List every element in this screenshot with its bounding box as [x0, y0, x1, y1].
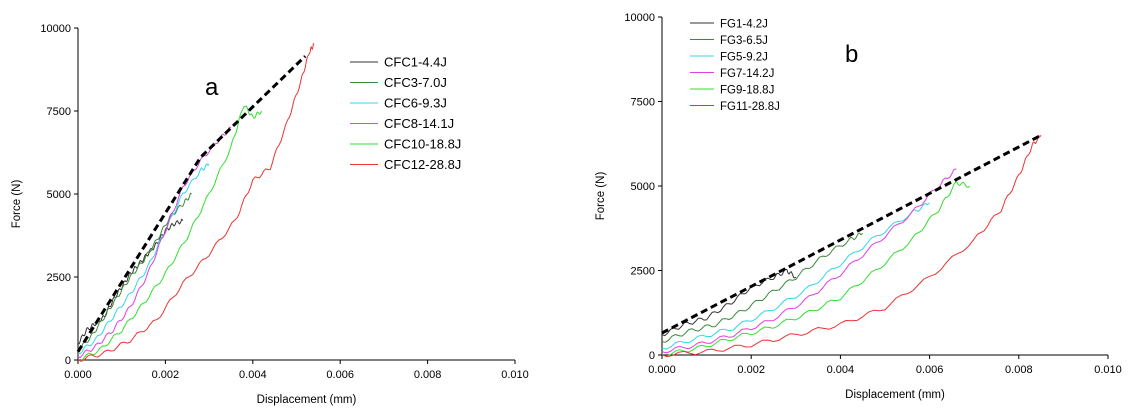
series-line-fg9-18-8j	[661, 180, 971, 357]
y-tick-label: 10000	[40, 23, 71, 35]
y-axis-title: Force (N)	[595, 172, 607, 221]
legend-label: FG5-9.2J	[720, 52, 768, 64]
legend: CFC1-4.4J CFC3-7.0J CFC6-9.3J CFC8-14.1J CFC…	[350, 55, 461, 172]
y-tick-label: 0	[65, 355, 71, 367]
series-line-fg11-28-8j	[661, 134, 1042, 358]
y-tick-label: 0	[649, 350, 655, 362]
chart-panel-a: 0 2500 5000 7500 10000 0.000 0.002 0.004 0.006 0.…	[11, 23, 529, 406]
x-axis-title: Displacement (mm)	[845, 389, 945, 401]
y-tick-label: 2500	[47, 272, 71, 284]
y-tick-label: 10000	[624, 12, 655, 24]
series-line-fg3-6-5j	[661, 232, 864, 343]
fit-line	[661, 133, 1042, 335]
legend-label: CFC6-9.3J	[384, 96, 447, 111]
y-tick-label: 7500	[47, 106, 71, 118]
y-tick-label: 5000	[631, 181, 655, 193]
legend-label: CFC3-7.0J	[384, 75, 447, 90]
x-tick-label: 0.006	[916, 364, 944, 376]
legend-label: CFC12-28.8J	[384, 157, 461, 172]
legend-label: FG11-28.8J	[720, 101, 780, 113]
x-tick-label: 0.000	[64, 369, 92, 381]
x-tick-label: 0.008	[1005, 364, 1033, 376]
series-line-fg7-14-2j	[661, 168, 957, 354]
series-line-fg1-4-2j	[661, 268, 797, 337]
series-line-cfc10-18-8j	[77, 105, 262, 362]
x-tick-label: 0.002	[737, 364, 765, 376]
series-line-cfc8-14-1j	[77, 126, 232, 359]
y-tick-label: 7500	[631, 97, 655, 109]
x-axis-title: Displacement (mm)	[257, 394, 357, 406]
legend-label: FG1-4.2J	[720, 19, 768, 31]
series-line-cfc12-28-8j	[77, 43, 315, 362]
legend-label: FG7-14.2J	[720, 68, 774, 80]
panel-label: a	[205, 74, 219, 101]
legend-label: FG9-18.8J	[720, 85, 774, 97]
series-line-cfc6-9-3j	[77, 163, 210, 355]
y-tick-label: 2500	[631, 266, 655, 278]
legend-label: FG3-6.5J	[720, 35, 768, 47]
x-tick-label: 0.008	[414, 369, 442, 381]
chart-panel-b: 0 2500 5000 7500 10000 0.000 0.002 0.004 0.006 0.…	[595, 12, 1122, 401]
legend-label: CFC10-18.8J	[384, 137, 461, 152]
x-tick-label: 0.000	[648, 364, 676, 376]
y-tick-label: 5000	[47, 189, 71, 201]
y-axis-title: Force (N)	[11, 180, 23, 229]
x-tick-label: 0.004	[827, 364, 855, 376]
legend-label: CFC1-4.4J	[384, 55, 447, 70]
x-tick-label: 0.010	[1094, 364, 1122, 376]
panel-label: b	[845, 41, 858, 68]
x-tick-label: 0.006	[326, 369, 354, 381]
x-tick-label: 0.010	[501, 369, 529, 381]
x-tick-label: 0.002	[152, 369, 180, 381]
series-line-cfc3-7-0j	[77, 192, 192, 351]
series-line-fg5-9-2j	[661, 202, 930, 350]
x-tick-label: 0.004	[239, 369, 267, 381]
series-line-cfc1-4-4j	[77, 218, 184, 345]
legend-label: CFC8-14.1J	[384, 116, 454, 131]
legend: FG1-4.2J FG3-6.5J FG5-9.2J FG7-14.2J FG9-18.…	[690, 19, 780, 113]
